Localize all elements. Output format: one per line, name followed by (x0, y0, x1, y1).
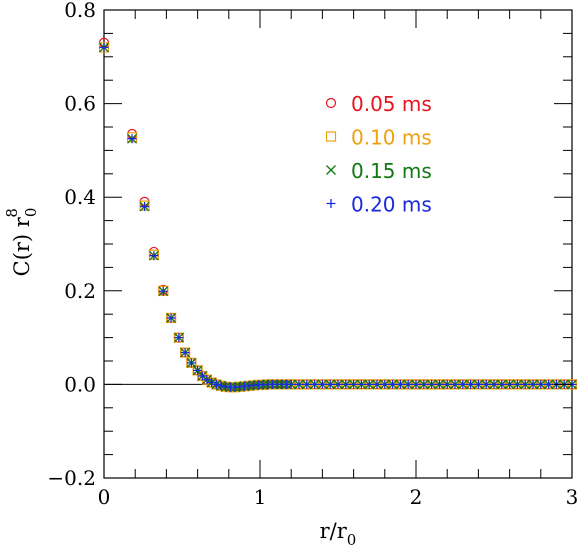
legend-label: 0.20 ms (351, 193, 432, 217)
data-point (193, 365, 203, 375)
data-point (380, 379, 390, 389)
data-markers (98, 37, 578, 393)
data-point (317, 379, 327, 389)
y-tick-label: 0.2 (64, 279, 96, 303)
legend-marker (325, 97, 337, 109)
axis-ticks: 0 1 2 3 −0.2 0.0 0.2 0.4 0.6 0.8 (47, 0, 578, 509)
data-point (333, 379, 343, 389)
data-point (512, 379, 522, 389)
data-point (536, 379, 546, 389)
data-point (497, 379, 507, 389)
data-point (180, 348, 190, 358)
data-point (442, 379, 452, 389)
data-point (286, 379, 296, 389)
data-point (294, 379, 304, 389)
data-point (341, 379, 351, 389)
x-tick-label: 0 (98, 485, 111, 509)
x-tick-label: 1 (254, 485, 267, 509)
legend-label: 0.05 ms (351, 92, 432, 116)
data-point (544, 379, 554, 389)
x-tick-label: 3 (566, 485, 579, 509)
y-tick-label: 0.8 (64, 0, 96, 22)
y-tick-label: 0.6 (64, 92, 96, 116)
legend-label: 0.15 ms (351, 159, 432, 183)
data-point (427, 379, 437, 389)
data-point (395, 379, 405, 389)
data-point (458, 379, 468, 389)
data-point (149, 251, 159, 261)
series-square (98, 42, 578, 393)
series-plus (99, 42, 577, 392)
data-point (216, 381, 226, 391)
data-point (302, 379, 312, 389)
data-point (186, 358, 196, 368)
plot-area (103, 9, 573, 479)
data-point (202, 375, 212, 385)
data-point (356, 379, 366, 389)
legend-marker (326, 165, 336, 175)
data-point (372, 379, 382, 389)
data-point (450, 379, 460, 389)
data-point (211, 379, 221, 389)
series-x (99, 42, 577, 393)
data-point (207, 378, 217, 388)
data-point (197, 371, 207, 381)
data-point (403, 379, 413, 389)
data-point (520, 379, 530, 389)
y-tick-label: −0.2 (47, 466, 96, 490)
data-point (505, 379, 515, 389)
data-point (419, 379, 429, 389)
data-point (310, 379, 320, 389)
data-point (349, 379, 359, 389)
x-axis-title: r/r0 (320, 519, 357, 549)
data-point (166, 313, 176, 323)
legend-label: 0.10 ms (351, 126, 432, 150)
plot-frame (103, 9, 573, 479)
data-point (364, 379, 374, 389)
legend: 0.05 ms 0.10 ms 0.15 ms 0.20 ms (325, 92, 432, 217)
data-point (127, 134, 137, 144)
y-tick-label: 0.0 (64, 372, 96, 396)
data-point (411, 379, 421, 389)
data-point (99, 42, 109, 52)
data-point (528, 379, 538, 389)
legend-marker (325, 131, 337, 142)
data-point (158, 286, 168, 296)
data-point (434, 379, 444, 389)
x-tick-label: 2 (410, 485, 423, 509)
data-point (473, 379, 483, 389)
data-point (174, 333, 184, 343)
series-circle (98, 37, 578, 393)
y-axis-title: C(r) r08 (3, 208, 40, 277)
data-point (388, 379, 398, 389)
data-point (466, 379, 476, 389)
data-point (489, 379, 499, 389)
y-tick-label: 0.4 (64, 185, 96, 209)
data-point (325, 379, 335, 389)
data-point (140, 202, 150, 212)
legend-marker (326, 199, 336, 208)
data-point (481, 379, 491, 389)
